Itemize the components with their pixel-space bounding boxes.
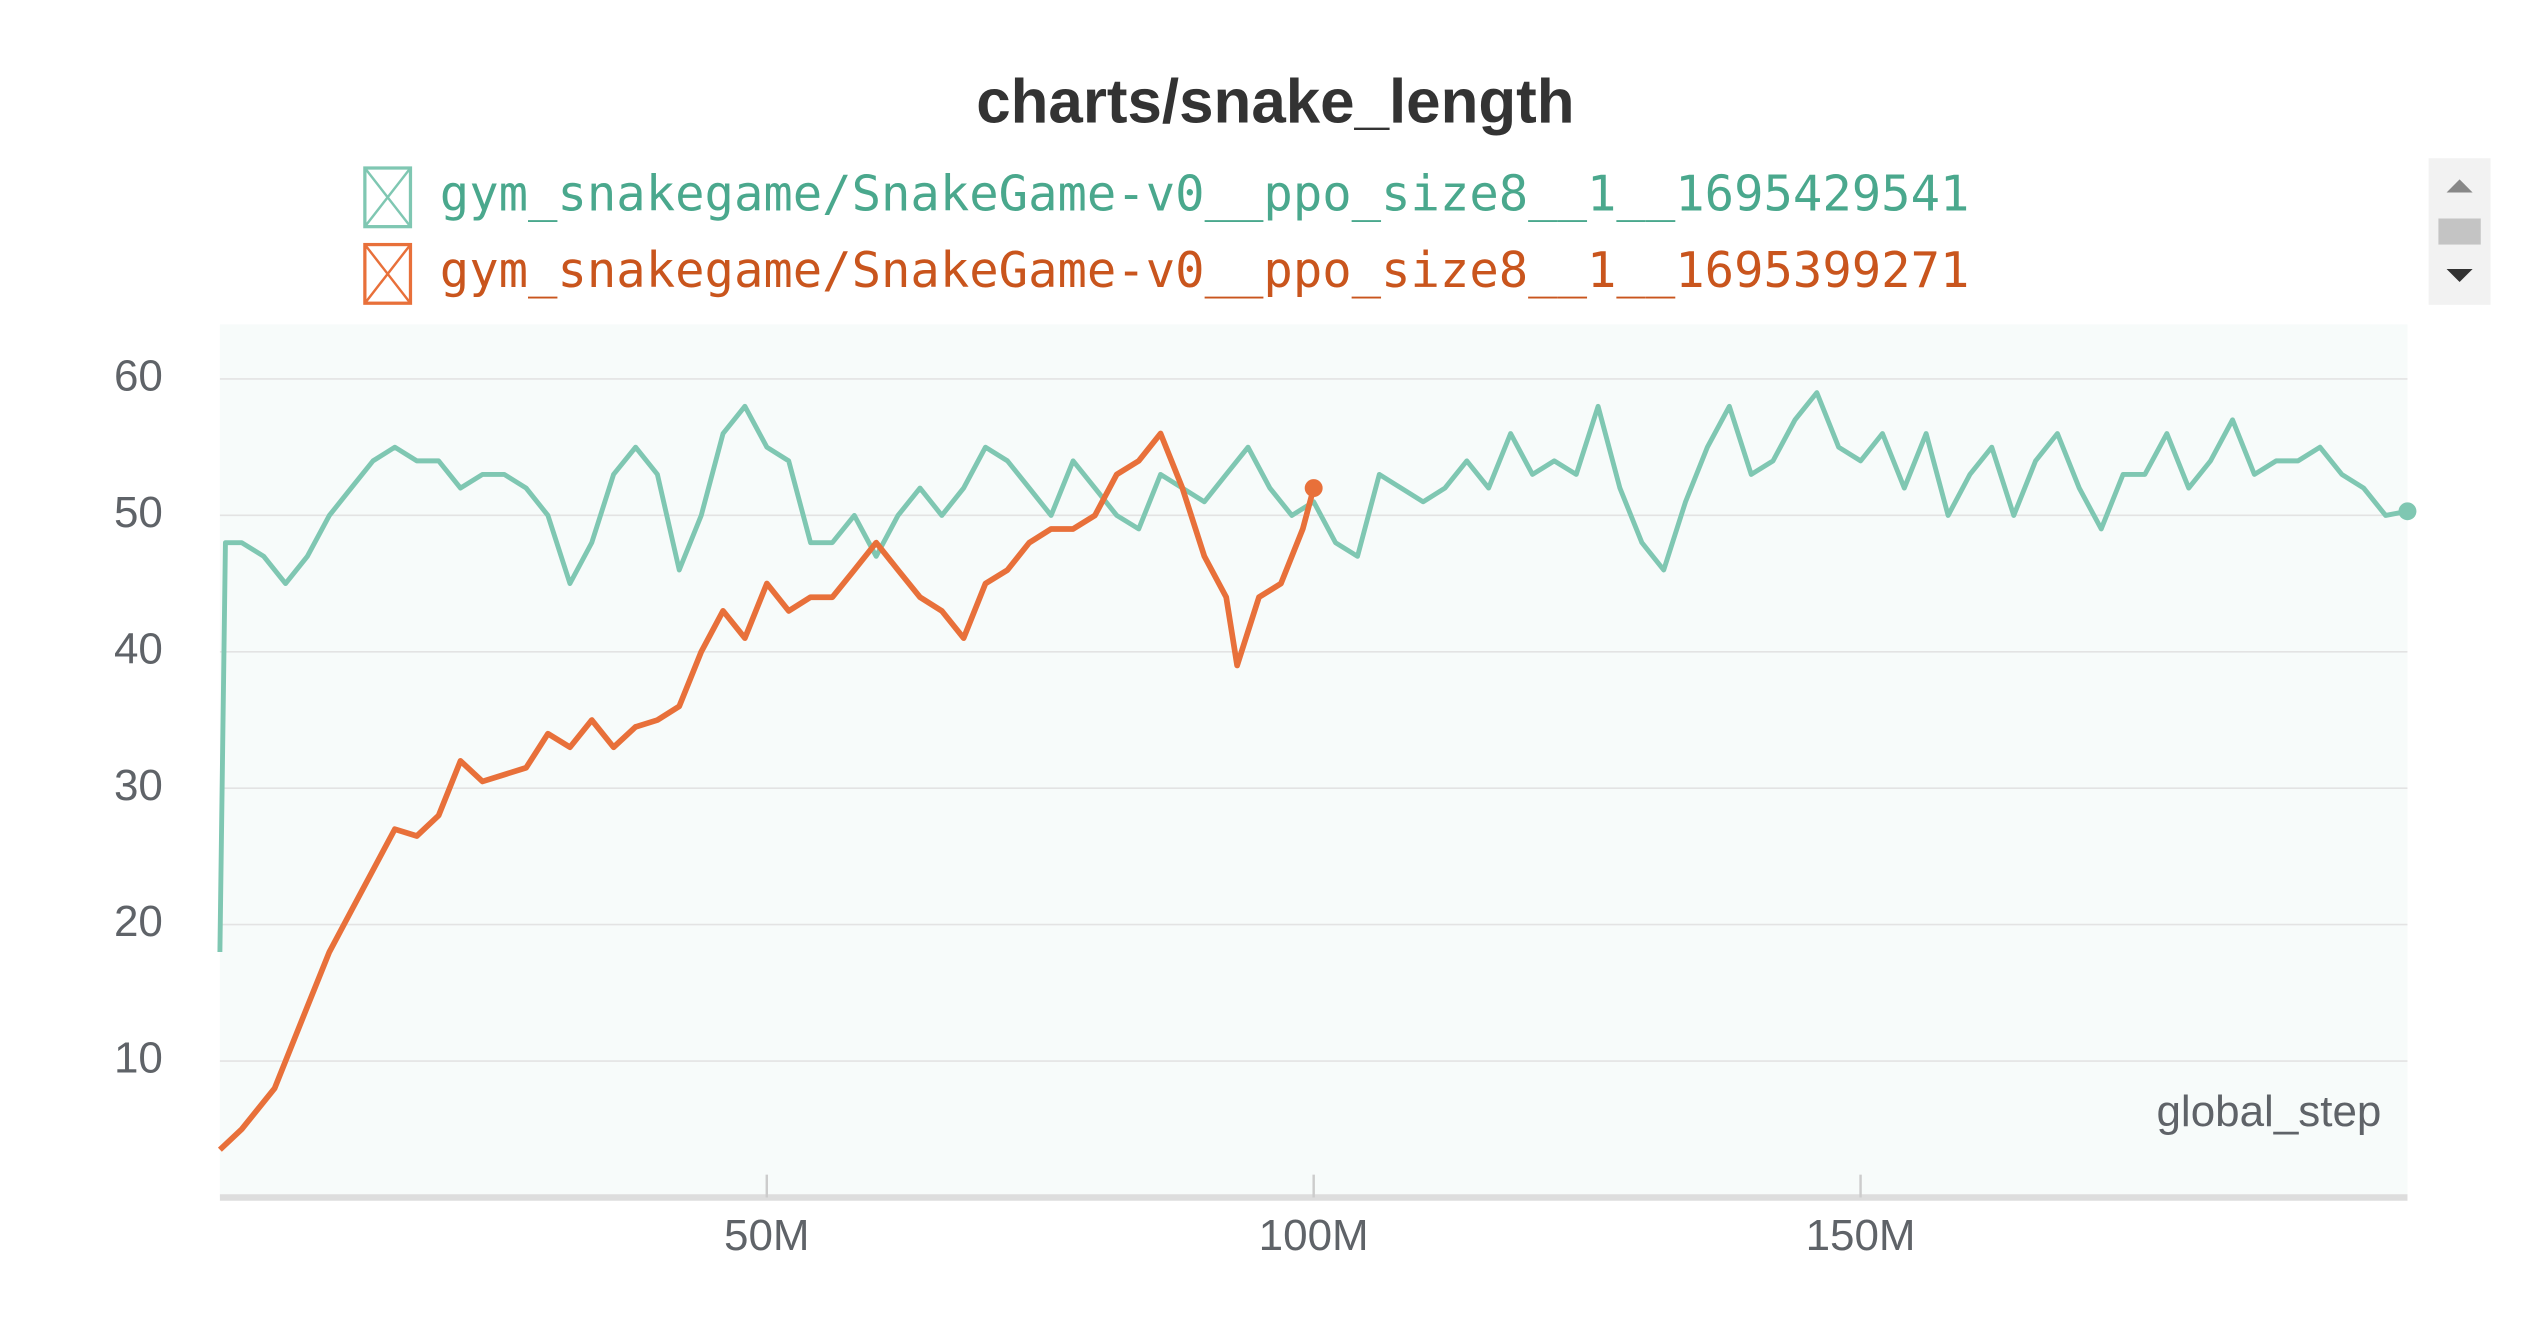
x-tick-label: 50M [724,1211,810,1260]
y-tick-label: 10 [114,1034,163,1083]
chart-title: charts/snake_length [976,67,1574,136]
scroll-thumb[interactable] [2438,218,2481,245]
series-end-point [1304,479,1323,498]
legend-label: gym_snakegame/SnakeGame-v0__ppo_size8__1… [440,165,1970,222]
y-tick-label: 50 [114,488,163,537]
series-line [217,430,1317,1152]
legend-swatch [363,242,413,305]
y-tick-label: 20 [114,897,163,946]
scroll-up[interactable] [2446,179,2473,193]
x-tick-label: 100M [1259,1211,1369,1260]
legend-label: gym_snakegame/SnakeGame-v0__ppo_size8__1… [440,242,1970,299]
series-end-point [2398,502,2417,521]
y-tick-label: 60 [114,352,163,401]
legend-swatch-cross [363,167,412,228]
plot-background [219,324,2408,1198]
x-tick-label: 150M [1806,1211,1916,1260]
scroll-down[interactable] [2446,269,2473,283]
x-axis-label: global_step [2156,1087,2381,1136]
plot-area: 10 20 30 40 50 60 50M 100M 150M global_step [114,324,2417,1260]
y-tick-label: 30 [114,761,163,810]
legend-swatch [363,166,413,229]
legend: gym_snakegame/SnakeGame-v0__ppo_size8__1… [363,165,1970,305]
series-line [217,390,2408,953]
legend-swatch-cross [363,243,412,304]
y-tick-label: 40 [114,624,163,673]
legend-scroll[interactable] [2428,158,2491,305]
